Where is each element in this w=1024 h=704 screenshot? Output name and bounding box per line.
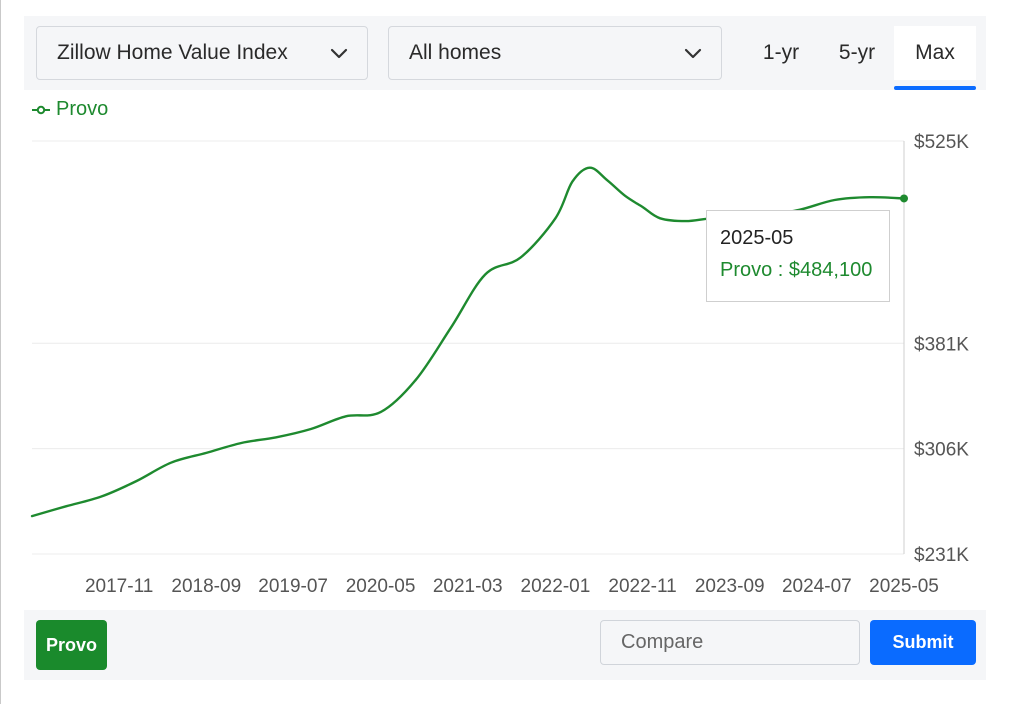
chart-legend[interactable]: Provo	[32, 98, 108, 121]
gridlines	[32, 140, 904, 555]
chart-tooltip: 2025-05 Provo : $484,100	[706, 210, 890, 302]
y-tick-label: $525K	[914, 132, 969, 153]
metric-select[interactable]: Zillow Home Value Index	[36, 26, 368, 80]
compare-bar: Provo Submit	[24, 610, 986, 680]
active-range-indicator	[894, 86, 976, 90]
x-tick-label: 2022-11	[608, 576, 676, 597]
control-bar: Zillow Home Value Index All homes 1-yr 5…	[24, 16, 986, 90]
x-tick-label: 2020-05	[346, 576, 416, 597]
x-tick-label: 2017-11	[85, 576, 153, 597]
metric-select-value: Zillow Home Value Index	[57, 41, 288, 64]
x-tick-label: 2025-05	[869, 576, 939, 597]
x-tick-label: 2018-09	[171, 576, 241, 597]
x-tick-label: 2019-07	[258, 576, 328, 597]
range-max-button[interactable]: Max	[894, 26, 976, 90]
highlight-point	[900, 194, 908, 203]
y-tick-label: $231K	[914, 545, 969, 566]
range-1yr-label: 1-yr	[762, 41, 800, 64]
home-type-select-value: All homes	[409, 41, 502, 64]
range-5yr-label: 5-yr	[838, 41, 876, 64]
y-tick-label: $381K	[914, 334, 969, 355]
range-1yr-button[interactable]: 1-yr	[746, 26, 816, 80]
compare-input[interactable]	[600, 620, 860, 665]
legend-marker-icon	[32, 105, 50, 114]
home-type-select[interactable]: All homes	[388, 26, 722, 80]
tooltip-date: 2025-05	[720, 227, 794, 249]
chevron-down-icon	[684, 48, 702, 59]
line-chart[interactable]: $525K $381K $306K $231K 2017-11 2018-09 2019-0…	[0, 120, 1024, 600]
x-tick-label: 2023-09	[695, 576, 765, 597]
tooltip-value: Provo : $484,100	[720, 259, 873, 281]
chevron-down-icon	[330, 48, 348, 59]
left-border	[0, 0, 1, 704]
legend-label: Provo	[56, 98, 109, 120]
region-chip-provo[interactable]: Provo	[36, 620, 107, 670]
y-tick-label: $306K	[914, 440, 969, 461]
tick-labels: $525K $381K $306K $231K 2017-11 2018-09 2019-0…	[85, 132, 969, 597]
submit-button[interactable]: Submit	[870, 620, 976, 665]
x-tick-label: 2021-03	[433, 576, 503, 597]
range-max-label: Max	[915, 41, 955, 64]
x-tick-label: 2022-01	[521, 576, 591, 597]
range-5yr-button[interactable]: 5-yr	[822, 26, 892, 80]
x-tick-label: 2024-07	[782, 576, 852, 597]
